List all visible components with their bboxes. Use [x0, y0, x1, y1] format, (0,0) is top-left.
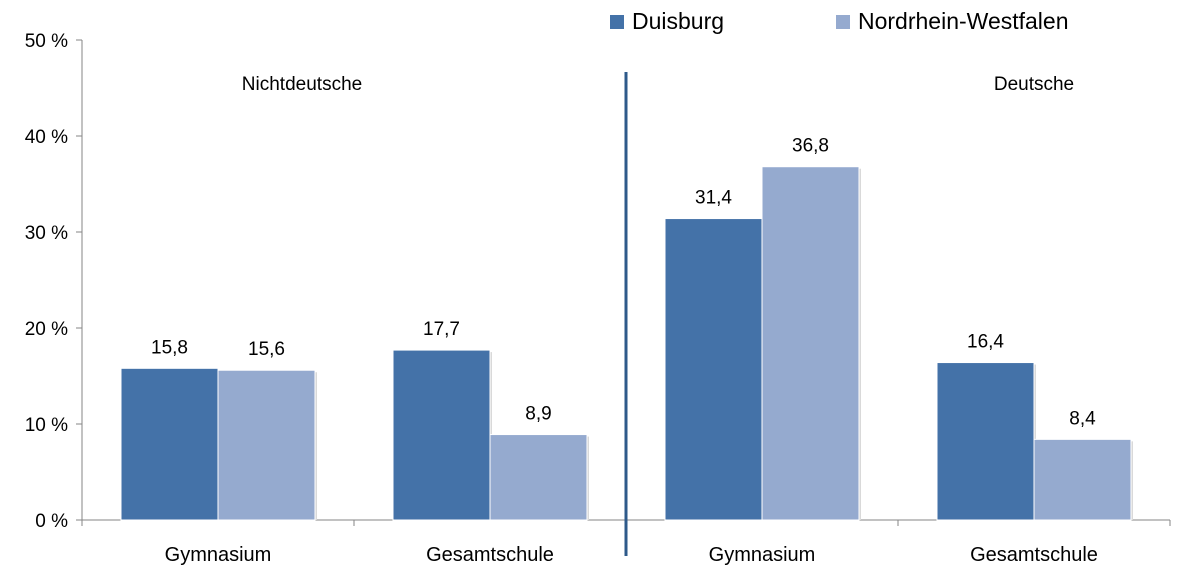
bar-nrw: [761, 166, 860, 521]
y-tick-label: 20 %: [25, 319, 68, 340]
group-label-nichtdeutsche: Nichtdeutsche: [242, 74, 362, 95]
bar-duisburg: [120, 367, 219, 521]
y-tick-label: 30 %: [25, 223, 68, 244]
bar-duisburg: [392, 349, 491, 521]
bar-duisburg: [936, 362, 1035, 521]
data-label: 36,8: [792, 136, 829, 157]
y-tick-label: 0 %: [35, 511, 68, 532]
legend-label-duisburg: Duisburg: [632, 8, 725, 34]
data-label: 8,9: [525, 404, 551, 425]
legend-swatch-duisburg: [610, 14, 624, 29]
legend-2: Nordrhein-Westfalen: [836, 8, 1069, 35]
group-label-deutsche: Deutsche: [994, 74, 1074, 95]
data-label: 16,4: [967, 332, 1004, 353]
data-label: 8,4: [1069, 408, 1096, 429]
data-label: 15,8: [151, 337, 188, 358]
y-tick-label: 10 %: [25, 415, 68, 436]
bar-nrw: [217, 369, 316, 521]
bar-nrw: [489, 434, 588, 521]
legend: Duisburg: [610, 8, 724, 35]
bar-nrw: [1033, 438, 1132, 521]
data-label: 17,7: [423, 319, 460, 340]
x-tick-label: Gymnasium: [165, 544, 272, 565]
bar-duisburg: [664, 218, 763, 521]
y-tick-label: 50 %: [25, 31, 68, 52]
x-tick-label: Gesamtschule: [426, 544, 554, 565]
y-tick-label: 40 %: [25, 127, 68, 148]
data-label: 15,6: [248, 339, 285, 360]
legend-label-nrw: Nordrhein-Westfalen: [858, 8, 1069, 34]
x-tick-label: Gesamtschule: [970, 544, 1098, 565]
legend-swatch-nrw: [836, 14, 850, 29]
data-label: 31,4: [695, 188, 732, 209]
x-tick-label: Gymnasium: [709, 544, 816, 565]
